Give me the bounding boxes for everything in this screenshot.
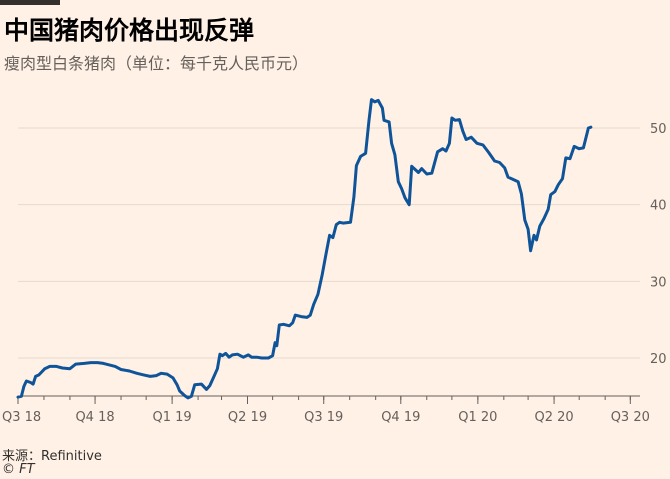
y-tick-label: 20 bbox=[650, 352, 667, 367]
x-tick-label: Q3 18 bbox=[2, 410, 41, 425]
x-tick-label: Q2 20 bbox=[534, 410, 573, 425]
chart-subtitle: 瘦肉型白条猪肉（单位：每千克人民币元） bbox=[4, 54, 309, 73]
x-tick-label: Q1 19 bbox=[153, 410, 192, 425]
x-tick-label: Q4 18 bbox=[75, 410, 114, 425]
y-tick-label: 40 bbox=[650, 199, 667, 214]
x-tick-label: Q2 19 bbox=[228, 410, 267, 425]
x-tick-label: Q4 19 bbox=[381, 410, 420, 425]
ft-top-bar bbox=[0, 0, 60, 5]
x-tick-label: Q1 20 bbox=[458, 410, 497, 425]
price-series-line bbox=[16, 98, 593, 400]
x-tick-label: Q3 19 bbox=[304, 410, 343, 425]
chart-title: 中国猪肉价格出现反弹 bbox=[4, 16, 255, 45]
y-tick-label: 50 bbox=[650, 122, 667, 137]
x-tick-label: Q3 20 bbox=[611, 410, 650, 425]
source-note: 来源：Refinitive bbox=[2, 449, 102, 464]
copyright-note: © FT bbox=[2, 462, 35, 477]
y-tick-label: 30 bbox=[650, 275, 667, 290]
